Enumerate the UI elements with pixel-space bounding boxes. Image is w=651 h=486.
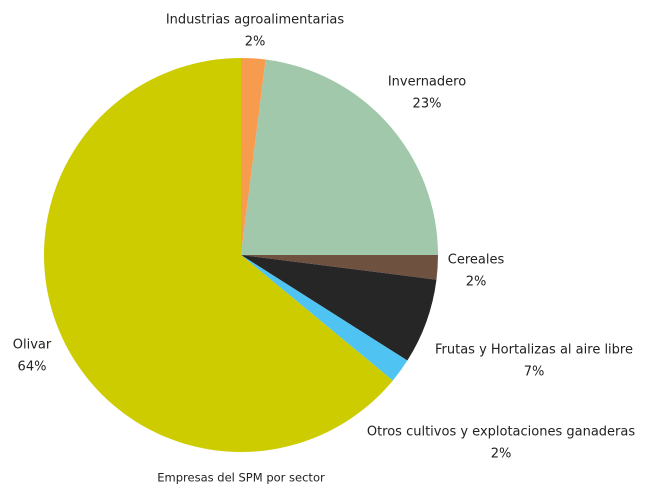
chart-title: Empresas del SPM por sector (157, 471, 325, 485)
slice-value-label: 2% (491, 447, 512, 462)
slice-label: Olivar (13, 338, 52, 353)
slice-label: Frutas y Hortalizas al aire libre (435, 343, 633, 358)
slice-label: Industrias agroalimentarias (166, 13, 345, 28)
pie-slice (241, 58, 266, 255)
pie-slice (241, 255, 408, 381)
slice-label: Invernadero (388, 75, 466, 90)
slice-label: Cereales (448, 253, 505, 268)
slice-value-label: 7% (524, 365, 545, 380)
slice-label: Otros cultivos y explotaciones ganaderas (367, 425, 636, 440)
pie-slice (241, 59, 438, 255)
slice-value-label: 23% (413, 97, 442, 112)
pie-slice (241, 255, 438, 280)
slice-value-label: 2% (466, 275, 487, 290)
pie-slice (43, 58, 393, 453)
pie-slice (241, 255, 437, 361)
slice-value-label: 2% (245, 35, 266, 50)
slice-value-label: 64% (18, 360, 47, 375)
